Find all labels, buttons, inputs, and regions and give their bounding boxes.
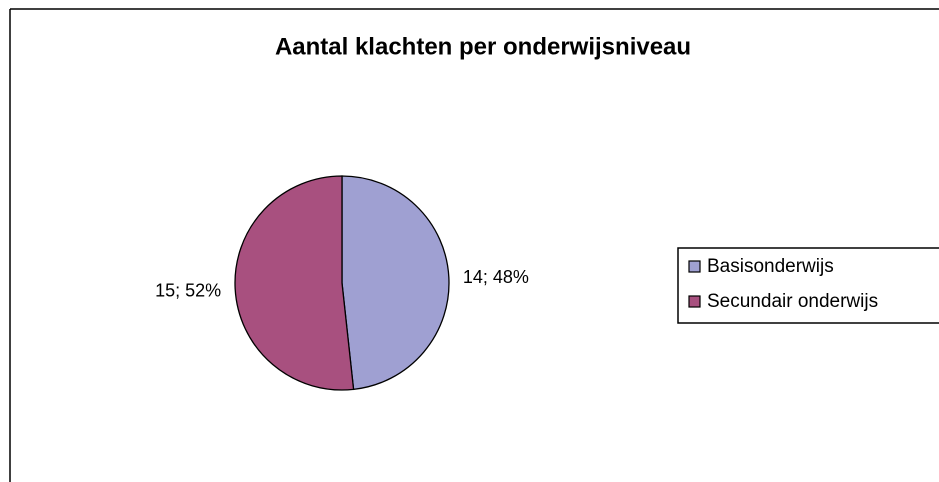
legend-label: Secundair onderwijs (707, 291, 878, 312)
chart-title: Aantal klachten per onderwijsniveau (275, 33, 691, 60)
legend-box (677, 247, 939, 324)
pie-slice (234, 175, 355, 391)
pie-slice (341, 175, 450, 391)
data-label: 15; 52% (155, 280, 221, 300)
legend-swatch (688, 260, 701, 273)
data-label: 14; 48% (463, 267, 529, 287)
legend-swatch (688, 295, 701, 308)
legend-label: Basisonderwijs (707, 256, 834, 277)
